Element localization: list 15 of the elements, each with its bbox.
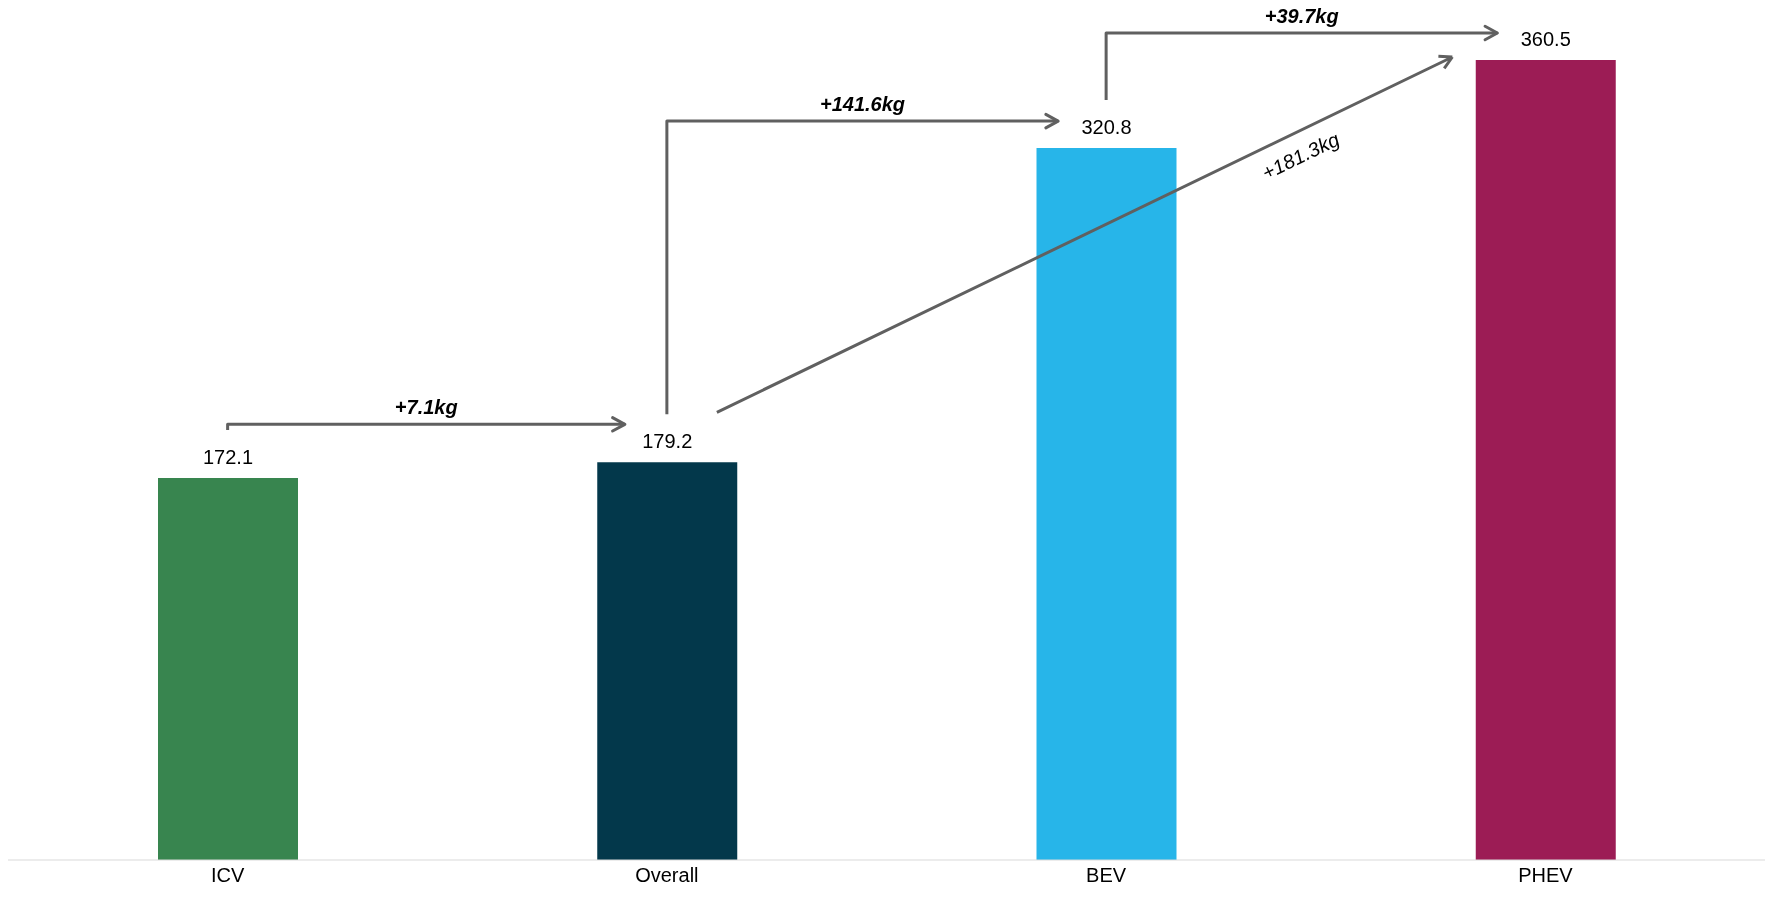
bar [597, 462, 738, 860]
text: +39.7kg [1264, 5, 1339, 27]
bar [1036, 148, 1177, 860]
x-tick-label: PHEV [1518, 864, 1574, 887]
x-tick-label: ICV [210, 864, 245, 887]
x-tick-label: BEV [1086, 864, 1127, 887]
annotation: +141.6kg [819, 93, 906, 116]
annotation: +7.1kg [394, 396, 458, 419]
bar [158, 478, 298, 860]
data-label: 179.2 [642, 430, 693, 453]
x-tick-label: Overall [635, 864, 699, 887]
data-label: 172.1 [202, 446, 254, 469]
bar [1475, 60, 1616, 860]
data-label: 320.8 [1081, 116, 1132, 139]
data-label: 360.5 [1520, 28, 1571, 50]
